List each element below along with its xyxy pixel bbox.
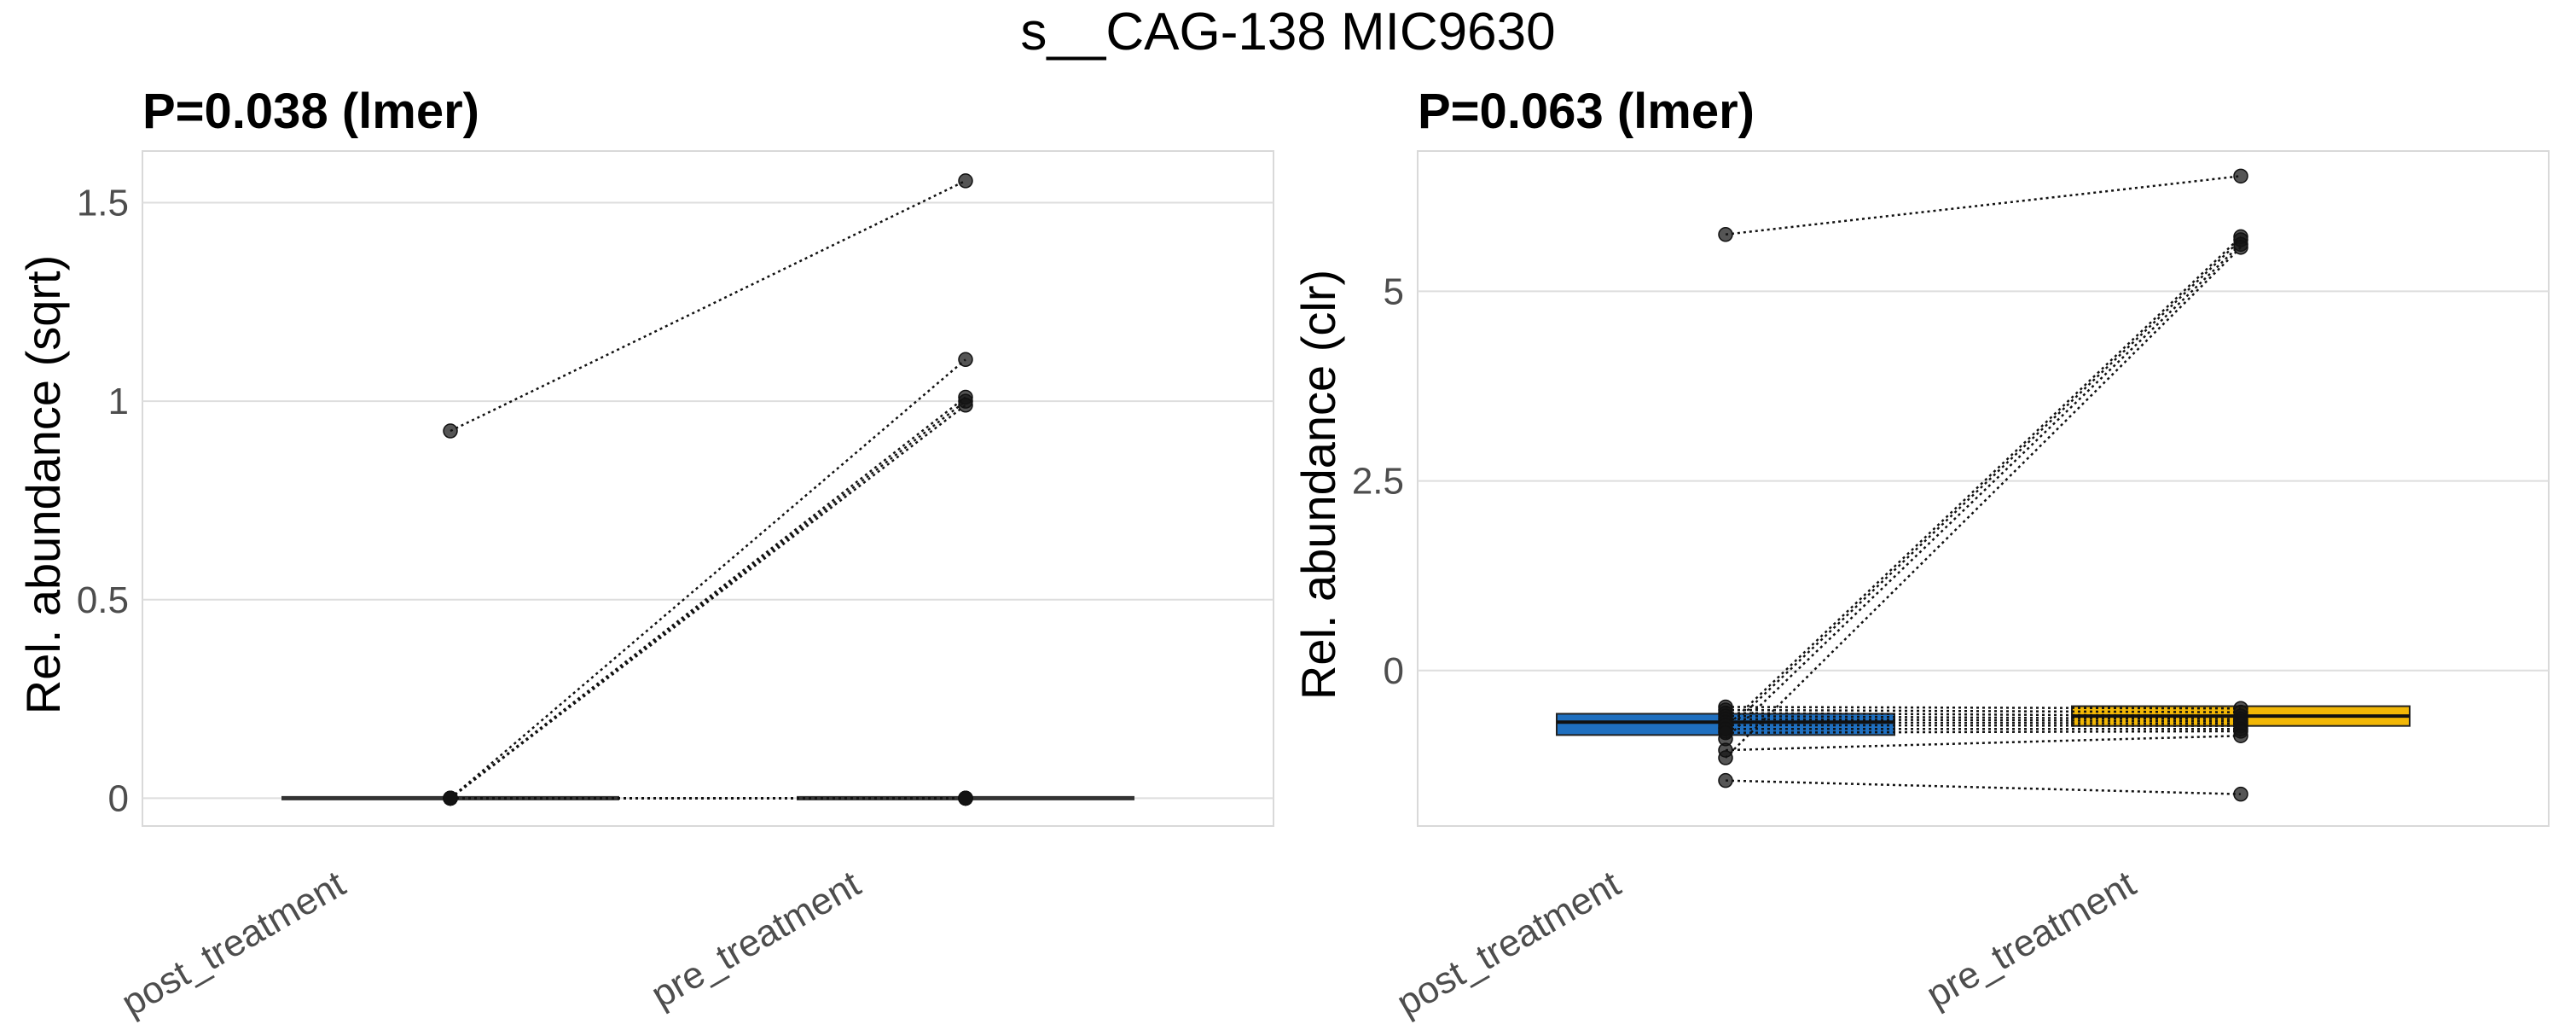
- right-pair-line: [1725, 779, 2242, 795]
- right-x-ticks: post_treatment pre_treatment: [1390, 863, 2143, 1024]
- left-pair-line: [450, 358, 966, 800]
- left-y-tick-label: 0: [108, 777, 129, 819]
- left-y-tick-label: 1: [108, 381, 129, 422]
- right-pair-line: [1725, 712, 2242, 718]
- left-y-tick-label: 0.5: [77, 579, 129, 621]
- left-panel: P=0.038 (lmer) Rel. abundance (sqrt) 0 0.…: [16, 84, 1274, 1024]
- right-plot-frame: [1417, 150, 2550, 827]
- right-pair-line: [1725, 175, 2242, 236]
- right-pair-line: [1725, 724, 2242, 727]
- right-points: [1718, 168, 2248, 802]
- right-point-post-treatment: [1718, 772, 1733, 788]
- left-x-ticks: post_treatment pre_treatment: [114, 863, 867, 1024]
- right-pair-line: [1725, 239, 2242, 732]
- right-point-pre-treatment: [2233, 786, 2248, 802]
- right-point-pre-treatment: [2233, 728, 2248, 743]
- right-y-tick-label: 0: [1384, 650, 1404, 692]
- right-pair-line: [1725, 706, 2242, 710]
- figure-title: s__CAG-138 MIC9630: [1020, 3, 1555, 61]
- right-pair-line: [1725, 236, 2242, 729]
- right-pair-line: [1725, 720, 2242, 725]
- right-point-post-treatment: [1718, 227, 1733, 242]
- left-x-tick-label-post-treatment: post_treatment: [114, 863, 352, 1024]
- right-point-pre-treatment: [2233, 240, 2248, 255]
- left-panel-title: P=0.038 (lmer): [142, 84, 479, 139]
- right-panel: P=0.063 (lmer) Rel. abundance (clr) 02.5…: [1291, 84, 2550, 1024]
- left-point-post-treatment: [443, 423, 458, 439]
- left-pair-line: [450, 404, 966, 800]
- left-point-pre-treatment: [958, 398, 973, 413]
- left-y-axis-label: Rel. abundance (sqrt): [16, 255, 70, 715]
- right-pair-line: [1725, 718, 2242, 723]
- right-point-post-treatment: [1718, 742, 1733, 758]
- left-point-pre-treatment: [958, 790, 973, 806]
- right-x-tick-label-post-treatment: post_treatment: [1390, 863, 1627, 1024]
- left-point-pre-treatment: [958, 352, 973, 368]
- left-y-tick-label: 1.5: [77, 182, 129, 224]
- right-y-tick-label: 2.5: [1352, 461, 1404, 503]
- right-pair-line: [1725, 730, 2242, 734]
- right-pair-line: [1725, 243, 2242, 740]
- right-pair-line: [1725, 246, 2242, 759]
- right-x-tick-label-pre-treatment: pre_treatment: [1919, 863, 2143, 1015]
- left-gridlines: [142, 201, 1273, 800]
- right-point-pre-treatment: [2233, 168, 2248, 184]
- right-pair-line: [1725, 734, 2242, 752]
- right-point-post-treatment: [1718, 724, 1733, 741]
- left-plot-frame: [142, 150, 1274, 827]
- left-point-pre-treatment: [958, 173, 973, 189]
- left-point-post-treatment: [443, 790, 458, 806]
- right-y-axis-label: Rel. abundance (clr): [1291, 270, 1345, 700]
- right-y-tick-label: 5: [1384, 271, 1404, 312]
- left-y-ticks: 0 0.5 1 1.5: [77, 182, 129, 819]
- right-panel-title: P=0.063 (lmer): [1418, 84, 1755, 139]
- left-pair-line: [450, 179, 966, 433]
- right-y-ticks: 02.55: [1352, 271, 1404, 691]
- right-pair-line: [1725, 708, 2242, 713]
- right-pair-lines: [1725, 175, 2242, 795]
- right-gridlines: [1418, 290, 2549, 672]
- left-x-tick-label-pre-treatment: pre_treatment: [644, 863, 867, 1015]
- right-pair-line: [1725, 714, 2242, 720]
- left-points: [443, 173, 973, 806]
- left-pair-lines: [450, 179, 966, 800]
